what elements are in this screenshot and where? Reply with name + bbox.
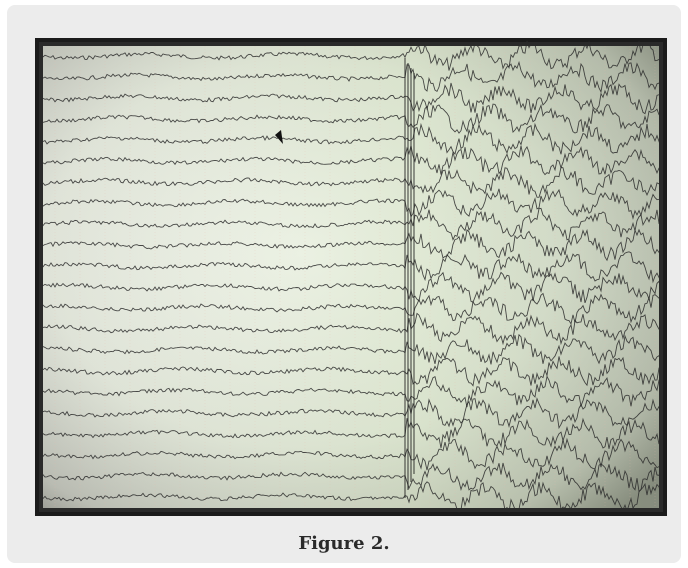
figure-panel: Figure 2. bbox=[7, 5, 681, 563]
eeg-trace-line bbox=[40, 271, 662, 304]
eeg-trace-line bbox=[40, 437, 662, 471]
eeg-trace-line bbox=[40, 122, 662, 155]
eeg-trace-line bbox=[40, 375, 662, 408]
eeg-trace-line bbox=[40, 417, 662, 449]
eeg-trace-line bbox=[40, 207, 662, 241]
eeg-trace-line bbox=[40, 82, 662, 115]
eeg-trace-line bbox=[40, 462, 662, 493]
figure-caption: Figure 2. bbox=[298, 533, 390, 554]
eeg-trace-line bbox=[40, 356, 662, 387]
eeg-traces-icon bbox=[39, 40, 663, 514]
eeg-trace-line bbox=[40, 103, 662, 134]
eeg-trace-line bbox=[40, 60, 662, 94]
eeg-trace-line bbox=[40, 251, 662, 284]
eeg-trace-line bbox=[41, 333, 662, 365]
eeg-trace-line bbox=[40, 145, 662, 176]
eeg-trace-line bbox=[40, 481, 662, 514]
eeg-trace-line bbox=[40, 228, 662, 262]
arrowhead-marker-icon bbox=[275, 130, 283, 144]
eeg-recording-photo bbox=[35, 38, 667, 516]
eeg-trace-line bbox=[40, 312, 662, 346]
eeg-trace-line bbox=[40, 40, 662, 71]
eeg-trace-line bbox=[40, 397, 662, 430]
eeg-trace-line bbox=[40, 188, 662, 220]
eeg-trace-line bbox=[40, 166, 662, 198]
eeg-trace-line bbox=[40, 292, 662, 325]
